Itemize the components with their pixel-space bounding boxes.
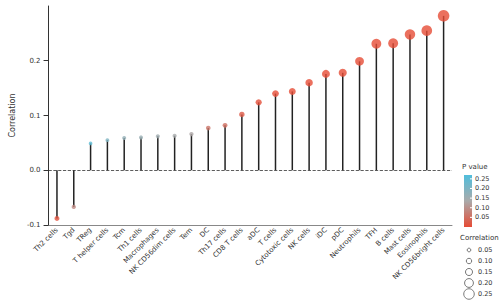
svg-text:-0.1: -0.1 [27, 221, 41, 229]
svg-text:CD8 T cells: CD8 T cells [211, 226, 245, 260]
svg-text:Tgd: Tgd [61, 226, 77, 242]
svg-text:P value: P value [462, 163, 488, 171]
svg-text:Th17 cells: Th17 cells [197, 226, 228, 257]
svg-text:B cells: B cells [374, 226, 396, 248]
svg-text:NK CD56dim cells: NK CD56dim cells [128, 226, 178, 276]
svg-text:Macrophages: Macrophages [122, 226, 161, 265]
svg-text:0.15: 0.15 [475, 194, 489, 202]
svg-text:0.25: 0.25 [478, 290, 492, 298]
svg-text:0.2: 0.2 [29, 57, 40, 65]
svg-text:DC: DC [198, 226, 211, 239]
svg-text:pDC: pDC [329, 226, 346, 243]
svg-text:0.05: 0.05 [475, 213, 489, 221]
svg-text:TFH: TFH [363, 226, 380, 242]
svg-text:0.20: 0.20 [478, 279, 492, 287]
svg-text:Tem: Tem [178, 226, 195, 243]
svg-text:0.0: 0.0 [29, 166, 40, 174]
svg-text:T cells: T cells [257, 226, 279, 248]
svg-text:Neutrophils: Neutrophils [328, 226, 362, 260]
svg-text:Tcm: Tcm [111, 226, 127, 242]
svg-text:0.10: 0.10 [475, 204, 489, 212]
svg-text:Correlation: Correlation [8, 93, 17, 137]
svg-text:0.05: 0.05 [478, 246, 492, 254]
svg-text:0.15: 0.15 [478, 268, 492, 276]
svg-text:NK cells: NK cells [287, 226, 312, 251]
svg-text:Th1 cells: Th1 cells [116, 226, 144, 254]
svg-text:Th2 cells: Th2 cells [31, 226, 60, 255]
svg-text:TReg: TReg [75, 226, 94, 245]
svg-text:iDC: iDC [314, 226, 328, 240]
svg-text:Cytotoxic cells: Cytotoxic cells [253, 226, 296, 268]
svg-text:Eosinophils: Eosinophils [396, 226, 430, 260]
svg-text:aDC: aDC [245, 226, 262, 243]
svg-text:0.1: 0.1 [29, 112, 40, 120]
svg-text:Correlation: Correlation [460, 234, 499, 242]
svg-text:0.10: 0.10 [478, 257, 492, 265]
svg-text:T helper cells: T helper cells [71, 226, 111, 266]
svg-text:0.25: 0.25 [475, 175, 489, 183]
svg-text:NK CD56bright cells: NK CD56bright cells [391, 226, 446, 281]
svg-text:0.20: 0.20 [475, 184, 489, 192]
svg-text:Mast cells: Mast cells [382, 226, 413, 257]
